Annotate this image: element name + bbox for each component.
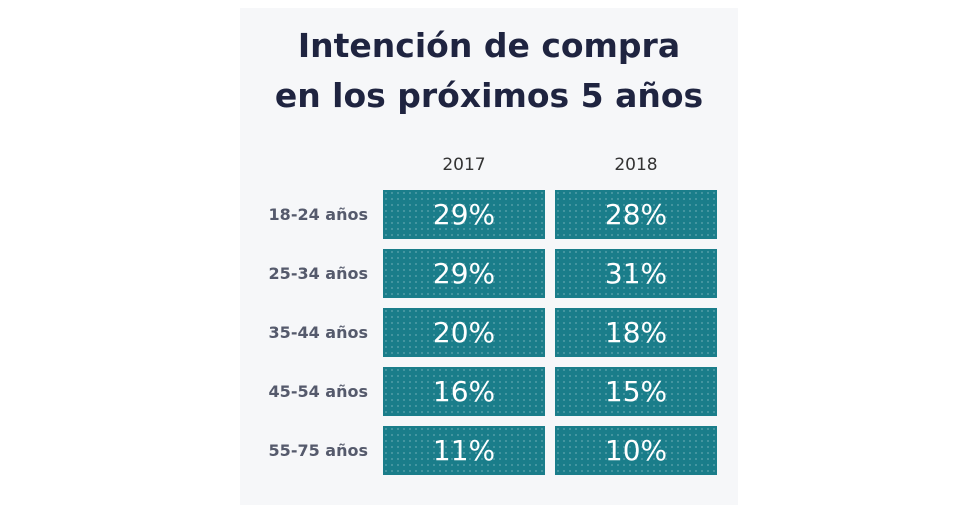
percent-cell: 29% xyxy=(383,249,545,298)
percent-cell: 15% xyxy=(555,367,717,416)
percent-cell: 10% xyxy=(555,426,717,475)
infographic: Intención de compra en los próximos 5 añ… xyxy=(240,8,738,505)
percent-cell: 29% xyxy=(383,190,545,239)
row-label: 18-24 años xyxy=(268,205,368,224)
column-header: 2017 xyxy=(442,155,486,175)
title-line: en los próximos 5 años xyxy=(274,76,704,115)
percent-cell: 31% xyxy=(555,249,717,298)
row-label: 25-34 años xyxy=(268,264,368,283)
column-header: 2018 xyxy=(614,155,658,175)
row-label: 45-54 años xyxy=(268,382,368,401)
row-label: 35-44 años xyxy=(268,323,368,342)
percent-cell: 11% xyxy=(383,426,545,475)
percent-cell: 18% xyxy=(555,308,717,357)
percent-cell: 28% xyxy=(555,190,717,239)
title-line: Intención de compra xyxy=(297,26,681,65)
percent-cell: 20% xyxy=(383,308,545,357)
row-label: 55-75 años xyxy=(268,441,368,460)
percent-cell: 16% xyxy=(383,367,545,416)
